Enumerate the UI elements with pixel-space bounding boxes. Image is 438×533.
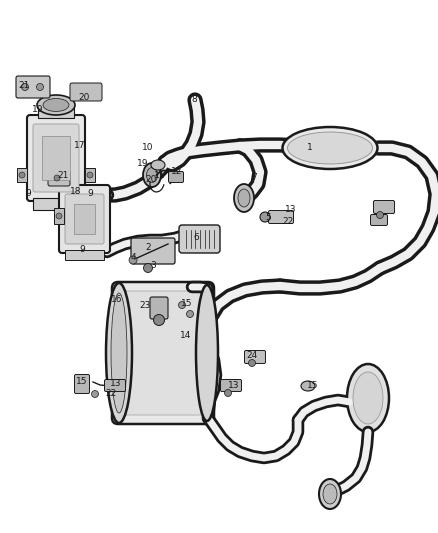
Ellipse shape: [238, 189, 250, 207]
FancyBboxPatch shape: [131, 238, 175, 264]
Bar: [85, 168, 95, 182]
Text: 19: 19: [137, 158, 149, 167]
FancyBboxPatch shape: [65, 194, 104, 244]
Circle shape: [225, 390, 232, 397]
Circle shape: [54, 175, 60, 181]
Text: 13: 13: [285, 206, 297, 214]
Ellipse shape: [151, 160, 165, 170]
Bar: [65, 250, 104, 260]
Text: 15: 15: [181, 300, 193, 309]
FancyBboxPatch shape: [179, 225, 220, 253]
Circle shape: [179, 302, 186, 309]
Ellipse shape: [347, 364, 389, 432]
Circle shape: [36, 84, 43, 91]
Ellipse shape: [37, 95, 75, 115]
Text: 13: 13: [228, 382, 240, 391]
Bar: [42, 136, 70, 180]
Text: 3: 3: [150, 261, 156, 270]
FancyBboxPatch shape: [27, 115, 85, 201]
Text: 9: 9: [25, 189, 31, 198]
Text: 22: 22: [106, 389, 117, 398]
Bar: [54, 208, 64, 224]
Text: 18: 18: [70, 188, 82, 197]
Circle shape: [248, 359, 255, 367]
Circle shape: [187, 311, 194, 318]
FancyBboxPatch shape: [374, 200, 395, 214]
Text: 20: 20: [78, 93, 90, 102]
Text: 1: 1: [307, 143, 313, 152]
Ellipse shape: [301, 381, 315, 391]
FancyBboxPatch shape: [220, 379, 241, 392]
Ellipse shape: [111, 293, 127, 413]
Circle shape: [129, 256, 137, 264]
Bar: [33, 198, 79, 210]
Bar: [38, 104, 74, 118]
Ellipse shape: [319, 479, 341, 509]
FancyBboxPatch shape: [371, 214, 388, 225]
Ellipse shape: [196, 285, 218, 421]
FancyBboxPatch shape: [121, 291, 205, 415]
Text: 10: 10: [142, 143, 154, 152]
Circle shape: [87, 172, 93, 178]
Text: 15: 15: [76, 376, 88, 385]
Text: 24: 24: [246, 351, 258, 359]
Ellipse shape: [106, 283, 132, 423]
Circle shape: [92, 391, 99, 398]
Circle shape: [19, 172, 25, 178]
Ellipse shape: [234, 184, 254, 212]
Text: 9: 9: [87, 189, 93, 198]
Text: 4: 4: [130, 254, 136, 262]
Ellipse shape: [43, 99, 69, 111]
FancyBboxPatch shape: [59, 185, 110, 253]
FancyBboxPatch shape: [70, 83, 102, 101]
Circle shape: [144, 263, 152, 272]
FancyBboxPatch shape: [33, 124, 79, 192]
Text: 21: 21: [57, 171, 69, 180]
FancyBboxPatch shape: [150, 297, 168, 319]
Circle shape: [56, 213, 62, 219]
Ellipse shape: [146, 167, 158, 182]
Text: 6: 6: [193, 232, 199, 241]
FancyBboxPatch shape: [105, 379, 126, 392]
Circle shape: [377, 212, 384, 219]
FancyBboxPatch shape: [169, 172, 184, 182]
Text: 7: 7: [251, 174, 257, 182]
Ellipse shape: [143, 163, 161, 187]
Ellipse shape: [283, 127, 378, 169]
Ellipse shape: [323, 484, 337, 504]
Circle shape: [153, 314, 165, 326]
Circle shape: [21, 84, 28, 91]
Text: 22: 22: [283, 217, 293, 227]
Text: 8: 8: [191, 95, 197, 104]
FancyBboxPatch shape: [112, 282, 214, 424]
Text: 20: 20: [145, 175, 157, 184]
FancyBboxPatch shape: [74, 375, 89, 393]
Text: 15: 15: [307, 382, 319, 391]
Text: 2: 2: [145, 244, 151, 253]
Text: 13: 13: [110, 379, 122, 389]
Text: 5: 5: [265, 213, 271, 222]
FancyBboxPatch shape: [16, 76, 50, 98]
Text: 12: 12: [171, 166, 183, 175]
Text: 16: 16: [111, 295, 123, 304]
FancyBboxPatch shape: [244, 351, 265, 364]
FancyBboxPatch shape: [48, 170, 70, 186]
Bar: [17, 168, 27, 182]
Text: 19: 19: [32, 106, 44, 115]
Ellipse shape: [353, 372, 383, 424]
Bar: [74, 204, 95, 234]
Ellipse shape: [287, 132, 372, 164]
Text: 11: 11: [154, 171, 166, 180]
Text: 23: 23: [139, 301, 151, 310]
Circle shape: [260, 212, 270, 222]
Text: 21: 21: [18, 80, 30, 90]
Text: 9: 9: [79, 246, 85, 254]
Text: 14: 14: [180, 332, 192, 341]
FancyBboxPatch shape: [268, 211, 293, 223]
Text: 17: 17: [74, 141, 86, 149]
